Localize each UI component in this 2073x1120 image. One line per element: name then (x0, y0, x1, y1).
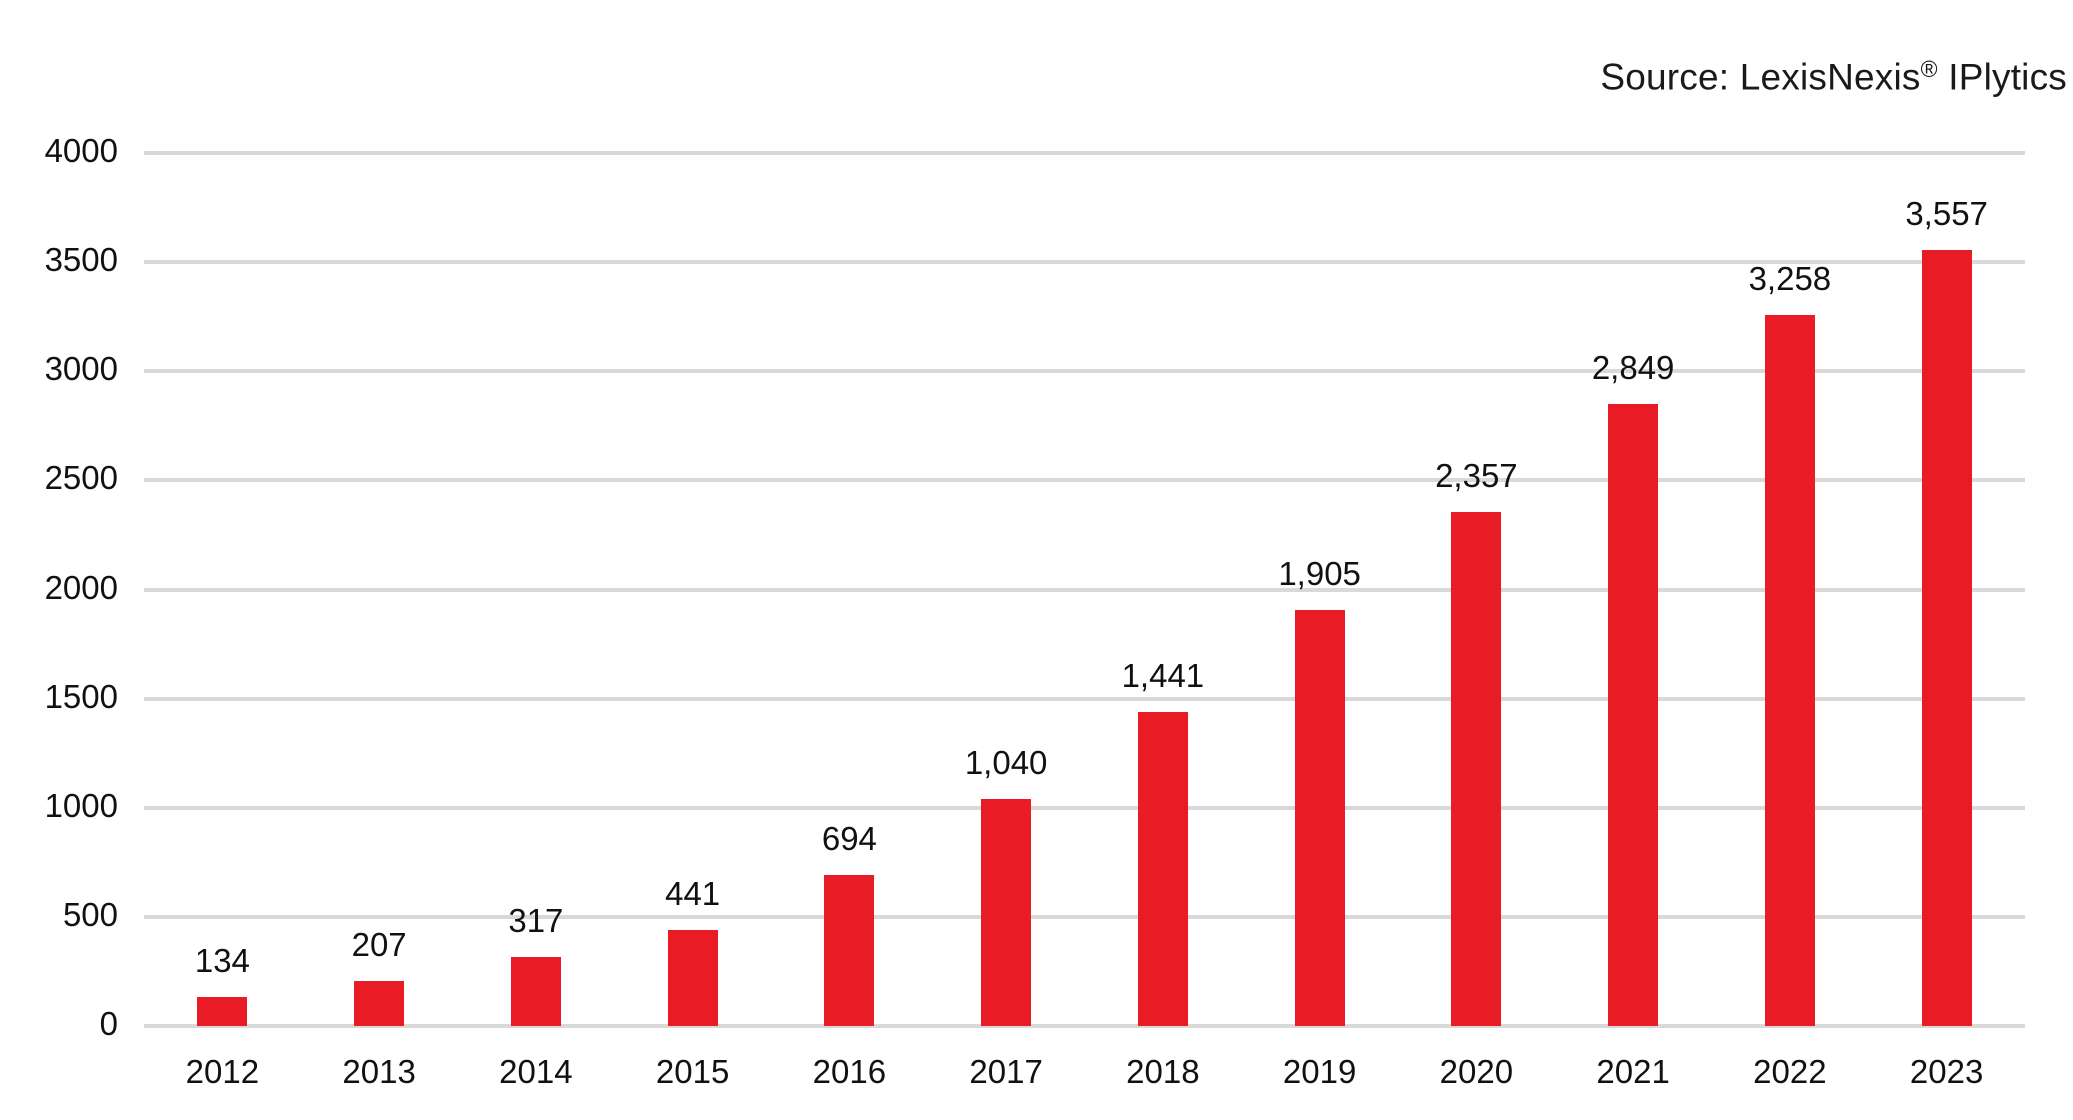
gridline (144, 478, 2025, 483)
x-tick-label: 2013 (342, 1053, 416, 1090)
bar-2022 (1764, 314, 1815, 1026)
bar-2014 (510, 956, 561, 1026)
y-tick-label: 3500 (44, 241, 118, 279)
gridline (144, 805, 2025, 810)
bar-2019 (1294, 610, 1345, 1026)
x-tick-label: 2017 (969, 1053, 1043, 1090)
x-tick-label: 2022 (1753, 1053, 1827, 1090)
x-tick-label: 2015 (655, 1053, 730, 1090)
x-tick-label: 2014 (499, 1053, 573, 1090)
source-text: Source: LexisNexis (1600, 56, 1921, 98)
x-tick-label: 2018 (1126, 1053, 1200, 1090)
value-label: 1,441 (1121, 656, 1205, 694)
source-brand: IPlytics (1937, 56, 2067, 98)
x-tick-label: 2012 (185, 1053, 260, 1090)
bar-2017 (981, 799, 1032, 1026)
bar-2016 (824, 874, 875, 1026)
x-tick-label: 2016 (812, 1053, 887, 1090)
x-tick-label: 2021 (1596, 1053, 1670, 1090)
gridline (144, 696, 2025, 701)
bar-2012 (197, 996, 248, 1026)
y-tick-label: 1500 (44, 677, 118, 715)
gridline (144, 151, 2025, 155)
bar-2015 (667, 929, 718, 1026)
y-tick-label: 3000 (44, 350, 118, 388)
bar-2018 (1137, 711, 1188, 1026)
gridline (144, 914, 2025, 919)
y-tick-label: 4000 (44, 132, 118, 169)
value-label: 1,040 (964, 744, 1048, 782)
value-label: 441 (665, 874, 721, 912)
bar-2013 (354, 980, 405, 1026)
value-label: 694 (821, 819, 877, 857)
x-tick-label: 2023 (1909, 1053, 1984, 1090)
gridline (144, 1024, 2025, 1028)
registered-mark: ® (1920, 56, 1938, 82)
source-caption: Source: LexisNexis® IPlytics (1600, 56, 2067, 99)
y-tick-label: 2000 (44, 568, 118, 606)
value-label: 1,905 (1278, 555, 1361, 593)
value-label: 2,357 (1435, 456, 1518, 494)
y-tick-label: 0 (99, 1005, 118, 1042)
gridline (144, 587, 2025, 592)
x-tick-label: 2019 (1282, 1053, 1357, 1090)
value-label: 3,557 (1905, 194, 1988, 232)
value-label: 2,849 (1591, 349, 1675, 387)
value-label: 3,258 (1748, 259, 1832, 297)
bar-2020 (1451, 511, 1502, 1026)
gridline (144, 260, 2025, 265)
y-tick-label: 500 (62, 895, 118, 933)
value-label: 317 (508, 901, 564, 939)
value-label: 207 (351, 925, 407, 963)
bar-2021 (1608, 404, 1659, 1026)
gridline (144, 369, 2025, 374)
y-tick-label: 2500 (44, 459, 118, 497)
value-label: 134 (194, 941, 250, 979)
x-tick-label: 2020 (1439, 1053, 1514, 1090)
y-tick-label: 1000 (44, 786, 118, 824)
bar-2023 (1921, 249, 1972, 1026)
